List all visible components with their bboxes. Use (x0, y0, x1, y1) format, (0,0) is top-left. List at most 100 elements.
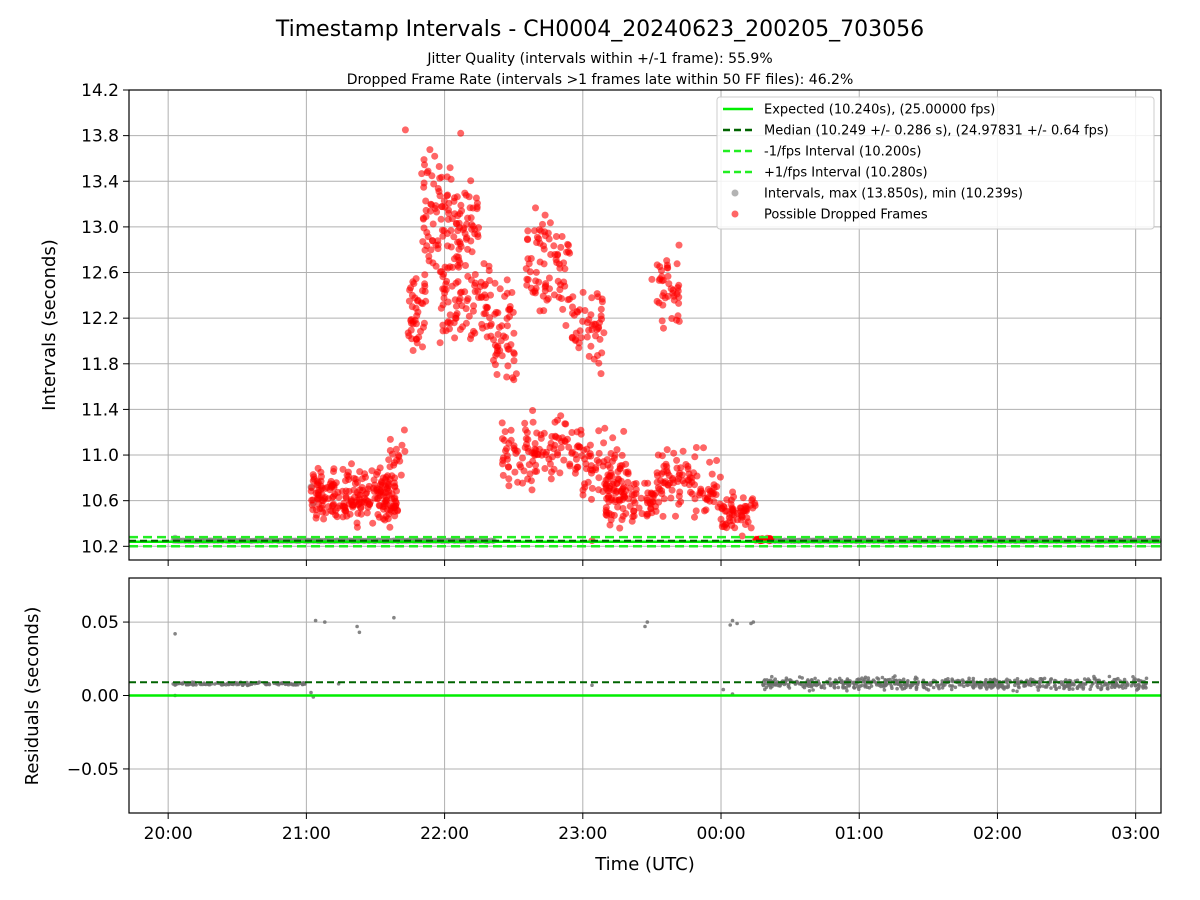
dropped-frame-point (656, 485, 664, 493)
x-axis-label: Time (UTC) (594, 854, 695, 875)
dropped-frame-point (675, 317, 683, 325)
dropped-frame-point (528, 486, 536, 494)
dropped-frame-point (421, 271, 429, 279)
dropped-frame-point (743, 514, 751, 522)
dropped-frame-point (501, 292, 509, 300)
residual-point (1076, 684, 1080, 689)
residual-point (392, 615, 396, 620)
dropped-frame-point (437, 215, 445, 223)
dropped-frame-point (473, 205, 481, 213)
dropped-frame-point (359, 486, 367, 494)
dropped-frame-point (475, 224, 482, 232)
dropped-frame-point (637, 494, 645, 502)
dropped-frame-point (443, 277, 451, 285)
residual-point (1003, 685, 1008, 689)
dropped-frame-point (503, 322, 511, 330)
residual-point (1141, 684, 1145, 689)
residual-point (962, 684, 966, 689)
residual-point (1015, 689, 1019, 694)
dropped-frame-point (557, 444, 565, 452)
residual-point (1027, 682, 1031, 687)
dropped-frame-point (532, 461, 540, 469)
dropped-frame-point (356, 468, 364, 476)
dropped-frame-point (592, 320, 599, 328)
residual-point (763, 687, 767, 692)
dropped-frame-point (676, 488, 684, 496)
dropped-frame-point (702, 506, 710, 514)
dropped-frame-point (444, 319, 452, 327)
dropped-frame-point (456, 240, 464, 248)
dropped-frame-point (653, 478, 661, 486)
dropped-frame-point (391, 482, 399, 490)
dropped-frame-point (565, 443, 573, 451)
residual-point (770, 674, 774, 679)
residual-point (822, 686, 827, 690)
residuals-y-tick-label: 0.05 (81, 613, 119, 633)
dropped-frame-point (583, 319, 591, 326)
dropped-frame-point (583, 333, 591, 341)
dropped-frame-point (558, 438, 565, 445)
residuals-y-tick-label: 0.00 (81, 687, 119, 707)
dropped-frame-point (440, 270, 448, 278)
dropped-frame-point (523, 429, 531, 437)
residual-point (882, 688, 887, 692)
residual-point (847, 684, 851, 688)
dropped-frame-point (382, 500, 390, 508)
dropped-frame-point (487, 320, 495, 328)
dropped-frame-point (405, 332, 413, 340)
dropped-frame-point (679, 447, 687, 455)
dropped-frame-point (619, 512, 627, 520)
dropped-frame-point (507, 426, 515, 434)
dropped-frame-point (630, 480, 638, 488)
dropped-frame-point (454, 278, 462, 286)
dropped-frame-point (524, 236, 532, 244)
dropped-frame-point (421, 288, 429, 295)
legend: Expected (10.240s), (25.00000 fps) Median… (716, 96, 1155, 230)
dropped-frame-point (444, 298, 452, 306)
dropped-frame-point (495, 323, 503, 331)
residual-point (1037, 681, 1042, 686)
dropped-frame-point (587, 342, 595, 350)
dropped-frame-point (654, 451, 662, 459)
dropped-frame-point (524, 436, 532, 443)
dropped-frame-point (660, 324, 667, 332)
residual-point (845, 677, 850, 681)
dropped-frame-point (668, 486, 676, 494)
dropped-frame-point (541, 465, 549, 472)
dropped-frame-point (419, 238, 427, 246)
residual-point (860, 676, 864, 680)
residual-point (788, 678, 792, 682)
dropped-frame-point (548, 433, 556, 440)
dropped-frame-point (351, 480, 359, 488)
residual-point (1071, 687, 1075, 691)
dropped-frame-point (710, 481, 718, 489)
residual-point (968, 682, 972, 687)
residual-point (1081, 682, 1085, 686)
residual-point (761, 682, 765, 687)
dropped-frame-point (386, 523, 394, 531)
dropped-frame-point (585, 352, 593, 360)
dropped-frame-point (739, 494, 747, 502)
residual-point (1095, 684, 1099, 688)
residual-point (809, 678, 814, 682)
dropped-frame-point (616, 524, 624, 532)
residual-point (902, 683, 907, 687)
dropped-frame-point (456, 326, 464, 333)
residual-point (1062, 686, 1066, 691)
intervals-reference-lines (129, 535, 1161, 548)
dropped-frame-point (548, 453, 556, 461)
dropped-frame-point (561, 282, 569, 290)
dropped-frame-point (529, 418, 537, 426)
dropped-frame-point (377, 481, 385, 488)
dropped-frame-point (462, 319, 470, 327)
residual-point (773, 677, 777, 681)
dropped-frame-point (649, 490, 657, 498)
residual-point (985, 685, 990, 689)
dropped-frame-point (664, 481, 672, 489)
dropped-frame-point (531, 289, 539, 297)
dropped-frame-point (421, 280, 429, 288)
dropped-frame-point (309, 471, 317, 479)
dropped-frame-point (632, 486, 640, 493)
dropped-frame-point (664, 272, 672, 280)
